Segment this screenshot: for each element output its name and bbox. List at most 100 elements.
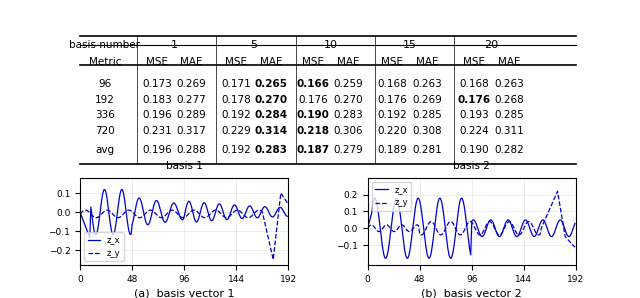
z_y [207,212,214,216]
z_y [449,222,457,226]
z_y [482,224,490,228]
Text: 0.196: 0.196 [142,111,172,120]
z_x [284,215,291,218]
z_x [484,222,492,225]
z_x [209,219,216,222]
Text: 0.231: 0.231 [142,126,172,136]
z_x [182,205,190,208]
Text: 0.173: 0.173 [142,79,172,89]
z_y [554,190,561,193]
Text: 0.285: 0.285 [494,111,524,120]
Text: 0.192: 0.192 [378,111,407,120]
Text: 0.220: 0.220 [378,126,407,136]
Text: 1: 1 [171,40,178,50]
z_y [180,216,188,219]
Text: 0.190: 0.190 [297,111,330,120]
z_y [284,201,291,204]
Text: 192: 192 [95,95,115,105]
Text: 0.189: 0.189 [378,145,407,155]
Text: 0.192: 0.192 [221,111,251,120]
z_y [494,232,502,236]
z_x [364,226,371,230]
z_x [118,188,126,191]
z_y [162,213,170,217]
Legend: z_x, z_y: z_x, z_y [372,182,412,211]
Text: 15: 15 [403,40,417,50]
Text: basis number: basis number [69,40,140,50]
Line: z_y: z_y [80,193,287,260]
Text: 0.218: 0.218 [296,126,330,136]
Text: 720: 720 [95,126,115,136]
Line: z_y: z_y [367,191,575,247]
Text: 0.288: 0.288 [177,145,207,155]
Text: MAE: MAE [260,57,282,67]
Text: MAE: MAE [416,57,438,67]
Text: 0.277: 0.277 [177,95,207,105]
Text: 0.311: 0.311 [494,126,524,136]
Text: 336: 336 [95,111,115,120]
Text: 0.289: 0.289 [177,111,207,120]
Text: 0.196: 0.196 [142,145,172,155]
Text: Metric: Metric [88,57,121,67]
z_x [76,210,84,214]
Line: z_x: z_x [367,198,575,258]
Text: 96: 96 [98,79,111,89]
Text: 0.281: 0.281 [412,145,442,155]
Text: 0.263: 0.263 [494,79,524,89]
Text: MSE: MSE [225,57,247,67]
Text: 0.190: 0.190 [460,145,489,155]
Title: basis 2: basis 2 [453,162,490,171]
z_x [164,216,172,220]
Title: basis 1: basis 1 [166,162,203,171]
Text: MSE: MSE [463,57,485,67]
z_y [447,220,455,224]
z_y [388,229,396,233]
z_x [470,218,478,222]
Text: 0.168: 0.168 [378,79,407,89]
z_x [571,222,579,225]
Text: 0.314: 0.314 [254,126,287,136]
Text: 0.282: 0.282 [494,145,524,155]
X-axis label: (b)  basis vector 2: (b) basis vector 2 [421,288,522,298]
Text: 0.193: 0.193 [460,111,489,120]
Text: 0.308: 0.308 [412,126,442,136]
Text: 0.283: 0.283 [255,145,287,155]
Text: 10: 10 [323,40,337,50]
Text: 0.259: 0.259 [333,79,363,89]
Text: 0.306: 0.306 [333,126,363,136]
z_y [269,258,277,261]
z_y [160,215,168,219]
Text: 0.183: 0.183 [142,95,172,105]
Text: 20: 20 [484,40,499,50]
Legend: z_x, z_y: z_x, z_y [84,232,124,261]
z_x [426,257,433,260]
Line: z_x: z_x [80,190,287,238]
z_y [364,226,371,230]
z_x [162,220,170,224]
Text: MAE: MAE [180,57,203,67]
z_x [449,254,456,257]
Text: 0.192: 0.192 [221,145,251,155]
Text: 0.187: 0.187 [296,145,330,155]
Text: 0.224: 0.224 [460,126,489,136]
z_x [196,210,204,213]
Text: 0.269: 0.269 [412,95,442,105]
z_y [76,212,84,216]
Text: MSE: MSE [146,57,168,67]
Text: MAE: MAE [498,57,520,67]
z_x [496,235,504,238]
z_x [86,236,93,240]
X-axis label: (a)  basis vector 1: (a) basis vector 1 [134,288,234,298]
Text: 0.166: 0.166 [296,79,330,89]
Text: 0.263: 0.263 [412,79,442,89]
Text: 0.283: 0.283 [333,111,363,120]
Text: 0.279: 0.279 [333,145,363,155]
Text: 0.176: 0.176 [378,95,407,105]
Text: 0.270: 0.270 [333,95,363,105]
z_y [195,211,202,215]
z_y [571,246,579,249]
z_x [451,241,458,245]
Text: 0.171: 0.171 [221,79,251,89]
Text: MAE: MAE [337,57,359,67]
z_x [388,213,396,217]
